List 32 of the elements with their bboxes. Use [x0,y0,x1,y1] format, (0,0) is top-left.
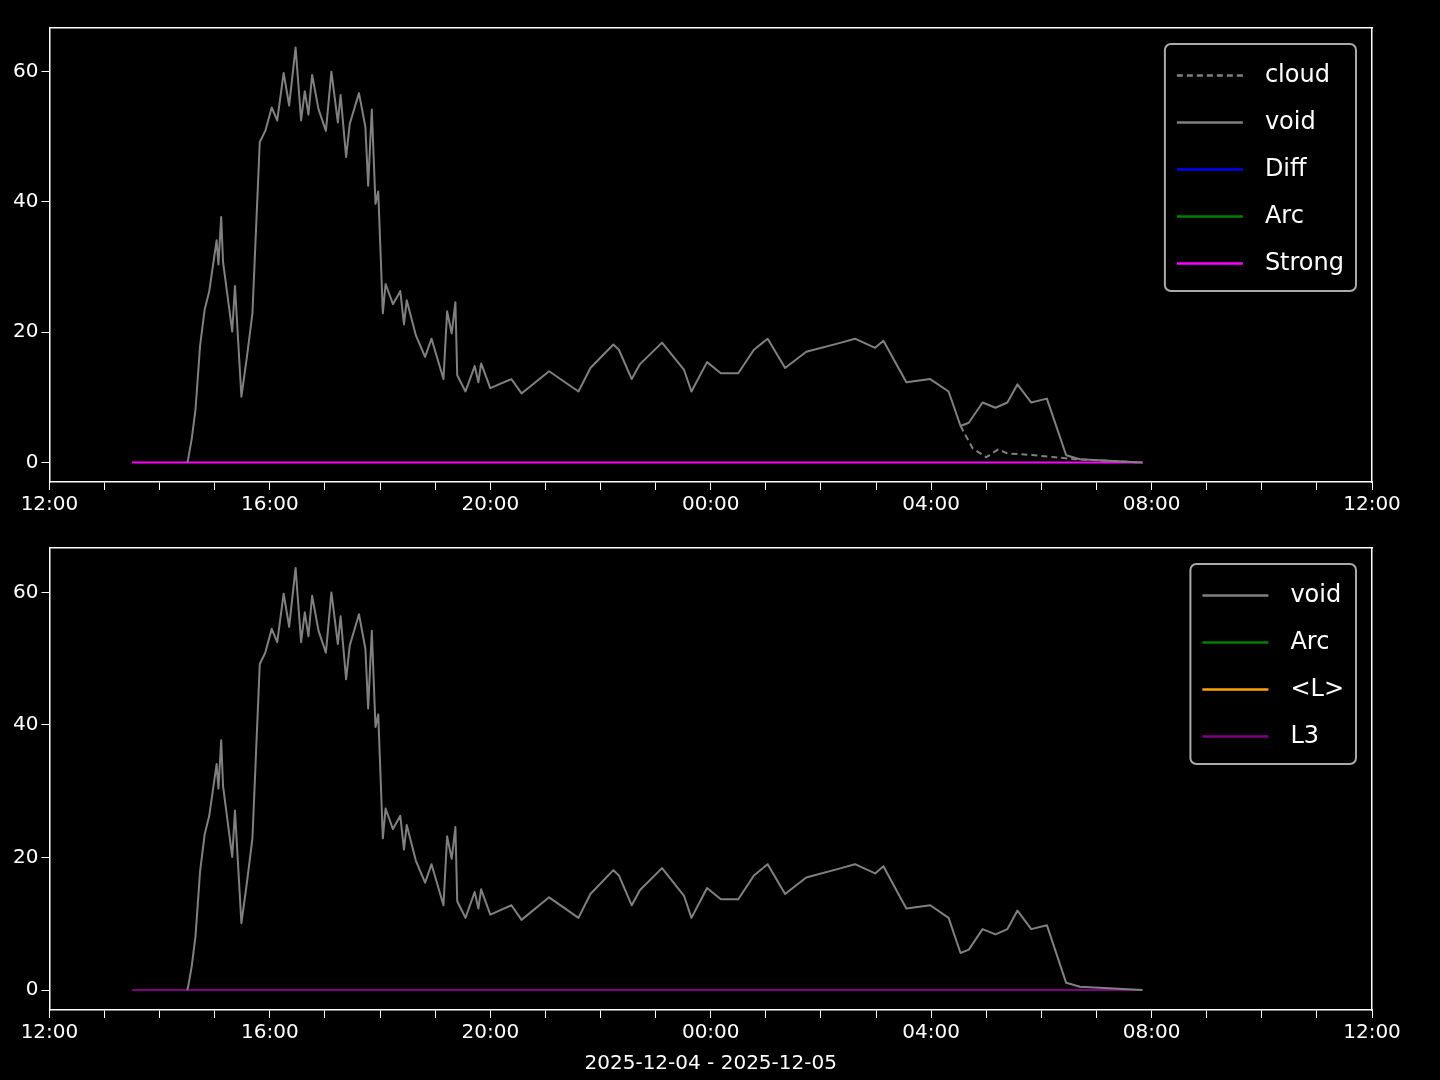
y-tick-label: 0 [25,448,39,473]
y-tick-label: 20 [13,843,39,868]
x-axis-title: 2025-12-04 - 2025-12-05 [584,1050,837,1075]
y-tick-label: 60 [13,578,39,603]
y-tick-label: 0 [25,976,39,1001]
legend-label: cloud [1264,59,1330,88]
y-tick-label: 20 [13,318,39,343]
x-tick-label: 12:00 [20,491,79,516]
x-tick-label: 00:00 [681,491,740,516]
y-tick-label: 40 [13,188,39,213]
x-tick-label: 20:00 [461,491,520,516]
legend-label: void [1290,579,1342,608]
x-tick-label: 16:00 [241,491,299,516]
legend-label: Diff [1264,153,1308,182]
x-tick-label: 12:00 [20,1019,79,1044]
x-tick-label: 04:00 [902,491,960,516]
x-tick-label: 12:00 [1343,491,1401,516]
y-tick-label: 40 [13,711,39,736]
legend-label: Arc [1264,200,1304,229]
x-tick-label: 04:00 [902,1019,960,1044]
x-tick-label: 12:00 [1343,1019,1401,1044]
legend-label: Arc [1290,626,1330,655]
legend-label: L3 [1290,720,1320,749]
y-tick-label: 60 [13,57,39,82]
x-tick-label: 08:00 [1122,491,1181,516]
legend-label: Strong [1264,247,1345,276]
legend-label: <L> [1290,673,1344,702]
x-tick-label: 20:00 [461,1019,520,1044]
x-tick-label: 16:00 [241,1019,299,1044]
x-tick-label: 00:00 [681,1019,740,1044]
legend-label: void [1264,106,1316,135]
x-tick-label: 08:00 [1122,1019,1181,1044]
